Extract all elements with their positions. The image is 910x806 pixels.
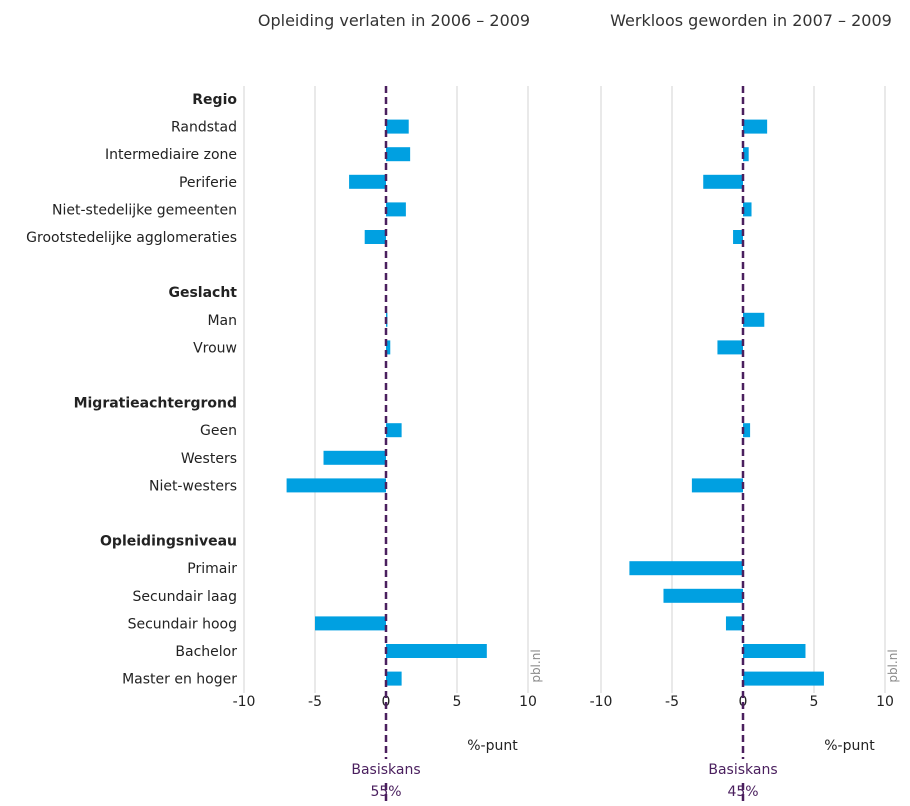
- x-axis-unit: %-punt: [824, 738, 875, 754]
- bar: [691, 478, 743, 493]
- basiskans-label: Basiskans: [708, 762, 777, 778]
- bar: [386, 340, 391, 355]
- bar: [743, 119, 768, 134]
- bar: [663, 588, 743, 603]
- x-tick-label: -10: [590, 694, 613, 710]
- bar: [725, 616, 743, 631]
- bar: [743, 423, 751, 438]
- bar: [386, 202, 406, 217]
- category-header: Migratieachtergrond: [74, 396, 237, 412]
- x-tick-label: -10: [233, 694, 256, 710]
- category-label: Master en hoger: [122, 672, 237, 688]
- category-label: Randstad: [171, 120, 237, 136]
- bar: [386, 671, 402, 686]
- x-tick-label: -5: [665, 694, 679, 710]
- basiskans-rate: 45%: [727, 784, 758, 800]
- bar: [717, 340, 743, 355]
- category-label: Westers: [181, 451, 237, 467]
- chart-title: Opleiding verlaten in 2006 – 2009: [258, 11, 530, 30]
- category-label: Vrouw: [193, 340, 237, 356]
- bar: [743, 312, 765, 327]
- bar: [629, 561, 743, 576]
- bar: [286, 478, 386, 493]
- bar: [703, 174, 743, 189]
- bar: [364, 230, 386, 244]
- source-label: pbl.nl: [529, 649, 543, 682]
- bar: [743, 671, 824, 686]
- bar: [386, 119, 409, 134]
- basiskans-label: Basiskans: [351, 762, 420, 778]
- x-tick-label: 10: [519, 694, 537, 710]
- x-tick-label: -5: [308, 694, 322, 710]
- category-header: Opleidingsniveau: [100, 534, 237, 550]
- bar: [323, 450, 386, 465]
- x-tick-label: 5: [810, 694, 819, 710]
- basiskans-rate: 55%: [370, 784, 401, 800]
- category-label: Secundair hoog: [128, 616, 237, 632]
- category-label: Secundair laag: [133, 589, 237, 605]
- category-label: Bachelor: [175, 644, 237, 660]
- bar: [743, 202, 752, 217]
- bar: [386, 423, 402, 438]
- bar: [315, 616, 386, 631]
- category-label: Intermediaire zone: [105, 147, 237, 163]
- chart-title: Werkloos geworden in 2007 – 2009: [610, 11, 892, 30]
- category-label: Niet-stedelijke gemeenten: [52, 202, 237, 218]
- category-label: Man: [207, 313, 237, 329]
- category-label: Primair: [187, 561, 237, 577]
- category-label: Niet-westers: [149, 478, 237, 494]
- bar: [386, 644, 487, 658]
- category-header: Regio: [192, 92, 237, 108]
- bar: [349, 174, 386, 189]
- category-label: Geen: [200, 423, 237, 439]
- bar: [743, 644, 806, 658]
- bar: [733, 230, 743, 244]
- source-label: pbl.nl: [886, 649, 900, 682]
- x-axis-unit: %-punt: [467, 738, 518, 754]
- category-header: Geslacht: [168, 285, 237, 301]
- bar: [743, 147, 749, 162]
- x-tick-label: 5: [453, 694, 462, 710]
- bar: [386, 147, 411, 162]
- x-tick-label: 10: [876, 694, 894, 710]
- category-label: Grootstedelijke agglomeraties: [26, 230, 237, 246]
- category-label: Periferie: [179, 175, 237, 191]
